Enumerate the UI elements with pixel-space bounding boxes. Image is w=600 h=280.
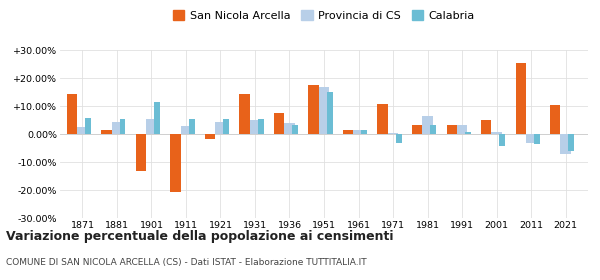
Bar xyxy=(515,63,526,134)
Bar xyxy=(560,134,571,154)
Text: Variazione percentuale della popolazione ai censimenti: Variazione percentuale della popolazione… xyxy=(6,230,394,242)
Bar xyxy=(481,120,491,134)
Bar xyxy=(491,132,502,134)
Bar xyxy=(396,134,401,143)
Bar xyxy=(430,125,436,134)
Bar xyxy=(170,134,181,192)
Bar xyxy=(154,102,160,134)
Bar xyxy=(292,125,298,134)
Bar xyxy=(274,113,284,134)
Bar xyxy=(258,119,263,134)
Bar xyxy=(412,125,422,134)
Bar xyxy=(112,122,122,134)
Bar xyxy=(215,122,226,134)
Bar xyxy=(343,130,353,134)
Bar xyxy=(526,134,536,143)
Bar xyxy=(223,119,229,134)
Bar xyxy=(136,134,146,171)
Bar xyxy=(353,130,364,134)
Bar xyxy=(250,120,260,134)
Bar xyxy=(568,134,574,151)
Text: COMUNE DI SAN NICOLA ARCELLA (CS) - Dati ISTAT - Elaborazione TUTTITALIA.IT: COMUNE DI SAN NICOLA ARCELLA (CS) - Dati… xyxy=(6,258,367,267)
Bar xyxy=(308,85,319,134)
Bar xyxy=(67,94,77,134)
Bar xyxy=(181,126,191,134)
Legend: San Nicola Arcella, Provincia di CS, Calabria: San Nicola Arcella, Provincia di CS, Cal… xyxy=(169,6,479,25)
Bar xyxy=(239,94,250,134)
Bar xyxy=(77,127,88,134)
Bar xyxy=(422,116,433,134)
Bar xyxy=(446,125,457,134)
Bar xyxy=(550,105,560,134)
Bar xyxy=(120,119,125,134)
Bar xyxy=(146,119,157,134)
Bar xyxy=(284,123,295,134)
Bar xyxy=(189,119,194,134)
Bar xyxy=(377,104,388,134)
Bar xyxy=(499,134,505,146)
Bar xyxy=(534,134,539,144)
Bar xyxy=(205,134,215,139)
Bar xyxy=(85,118,91,134)
Bar xyxy=(327,92,332,134)
Bar xyxy=(319,87,329,134)
Bar xyxy=(388,133,398,134)
Bar xyxy=(457,125,467,134)
Bar xyxy=(361,130,367,134)
Bar xyxy=(465,132,470,134)
Bar xyxy=(101,130,112,134)
